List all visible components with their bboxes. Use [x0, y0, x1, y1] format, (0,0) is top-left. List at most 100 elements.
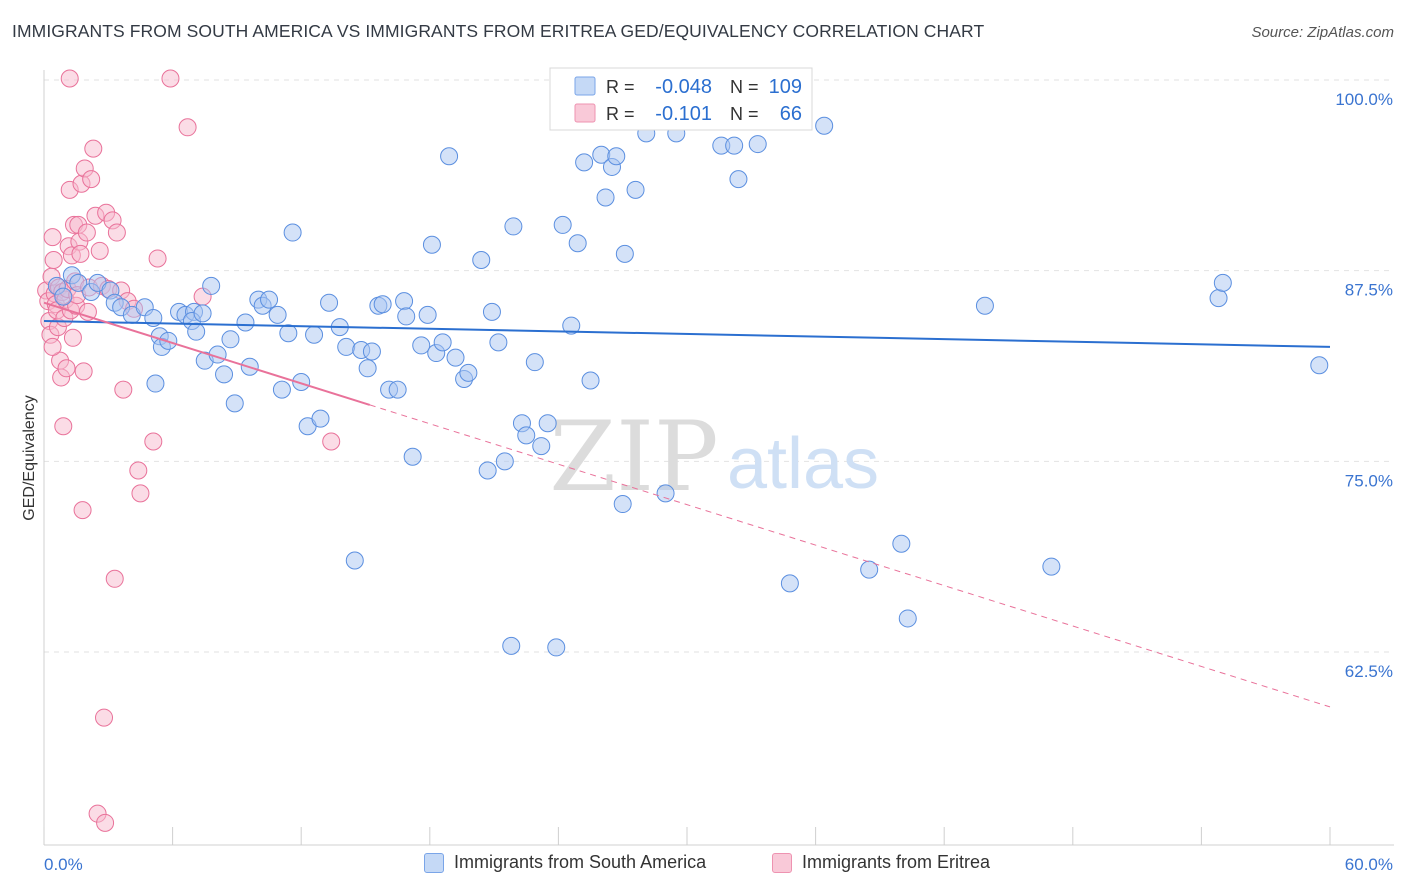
eritrea-point [161, 69, 180, 88]
eritrea-point [54, 417, 73, 436]
stats-r-label-1: R = [606, 77, 635, 97]
south-america-point [412, 336, 431, 355]
stats-swatch-blue [574, 76, 596, 96]
eritrea-point [44, 250, 63, 269]
south-america-point [495, 452, 514, 471]
south-america-point [373, 295, 392, 314]
stats-n-label-2: N = [730, 104, 759, 124]
south-america-point [725, 136, 744, 155]
eritrea-point [63, 328, 82, 347]
south-america-point [187, 322, 206, 341]
eritrea-point [73, 501, 92, 520]
south-america-point [202, 276, 221, 295]
south-america-point [193, 304, 212, 323]
south-america-point [54, 287, 73, 306]
south-america-point [418, 305, 437, 324]
south-america-point [433, 333, 452, 352]
south-america-point [502, 636, 521, 655]
south-america-point [305, 325, 324, 344]
south-america-point [575, 153, 594, 172]
axes [43, 70, 1394, 846]
eritrea-point [95, 708, 114, 727]
south-america-point [532, 437, 551, 456]
south-america-point [283, 223, 302, 242]
eritrea-point [96, 813, 115, 832]
y-tick-label: 75.0% [1345, 471, 1393, 490]
stats-r-label-2: R = [606, 104, 635, 124]
south-america-point [362, 342, 381, 361]
trend-line-south-america [43, 320, 1331, 348]
south-america-point [1042, 557, 1061, 576]
stats-r-value-2: -0.101 [655, 103, 712, 125]
grid-lines [44, 79, 1394, 653]
trend-line-eritrea-extrapolated [369, 404, 1331, 708]
south-america-point [748, 135, 767, 154]
south-america-point [581, 371, 600, 390]
south-america-point [626, 180, 645, 199]
eritrea-point [148, 249, 167, 268]
legend-swatch-blue [424, 852, 444, 873]
y-tick-label: 87.5% [1345, 281, 1393, 300]
south-america-point [547, 638, 566, 657]
south-america-point [1310, 356, 1329, 375]
eritrea-point [129, 461, 148, 480]
south-america-point [320, 293, 339, 312]
eritrea-point [322, 432, 341, 451]
south-america-point [780, 574, 799, 593]
trend-line-eritrea [43, 301, 371, 406]
eritrea-point [131, 484, 150, 503]
south-america-point [860, 560, 879, 579]
south-america-point [459, 363, 478, 382]
stats-r-value-1: -0.048 [655, 76, 712, 98]
south-america-point [1209, 289, 1228, 308]
south-america-point [568, 234, 587, 253]
legend-item-south-america[interactable]: Immigrants from South America [424, 852, 706, 873]
south-america-point [268, 305, 287, 324]
south-america-point [472, 250, 491, 269]
south-america-point [358, 359, 377, 378]
stats-swatch-pink [574, 103, 596, 123]
legend-swatch-pink [772, 852, 792, 873]
south-america-point [898, 609, 917, 628]
south-america-point [538, 414, 557, 433]
south-america-point [337, 337, 356, 356]
south-america-point [403, 447, 422, 466]
south-america-point [892, 534, 911, 553]
south-america-point [397, 307, 416, 326]
south-america-point [69, 273, 88, 292]
eritrea-point [43, 228, 62, 247]
stats-legend: R = -0.048 N = 109 R = -0.101 N = 66 [549, 67, 813, 131]
eritrea-point [82, 170, 101, 189]
y-tick-label: 62.5% [1345, 662, 1393, 681]
watermark: ZIP atlas [549, 401, 879, 513]
south-america-point [525, 353, 544, 372]
south-america-point [311, 409, 330, 428]
stats-n-value-2: 66 [780, 103, 802, 125]
south-america-point [656, 484, 675, 503]
trend-lines [43, 301, 1331, 708]
legend-item-eritrea[interactable]: Immigrants from Eritrea [772, 852, 990, 873]
eritrea-point [144, 432, 163, 451]
south-america-point [729, 170, 748, 189]
south-america-point [562, 316, 581, 335]
south-america-point [1213, 273, 1232, 292]
south-america-point [596, 188, 615, 207]
y-tick-label: 100.0% [1335, 90, 1393, 109]
south-america-point [225, 394, 244, 413]
south-america-point [272, 380, 291, 399]
eritrea-point [84, 139, 103, 158]
south-america-point [236, 313, 255, 332]
south-america-point [489, 333, 508, 352]
eritrea-point [43, 337, 62, 356]
eritrea-points [37, 69, 341, 832]
south-america-point [615, 244, 634, 263]
stats-n-label-1: N = [730, 77, 759, 97]
x-tick-label-max: 60.0% [1345, 855, 1393, 874]
eritrea-point [105, 569, 124, 588]
south-america-point [279, 324, 298, 343]
south-america-point [478, 461, 497, 480]
eritrea-point [74, 362, 93, 381]
south-america-point [221, 330, 240, 349]
south-america-point [260, 290, 279, 309]
